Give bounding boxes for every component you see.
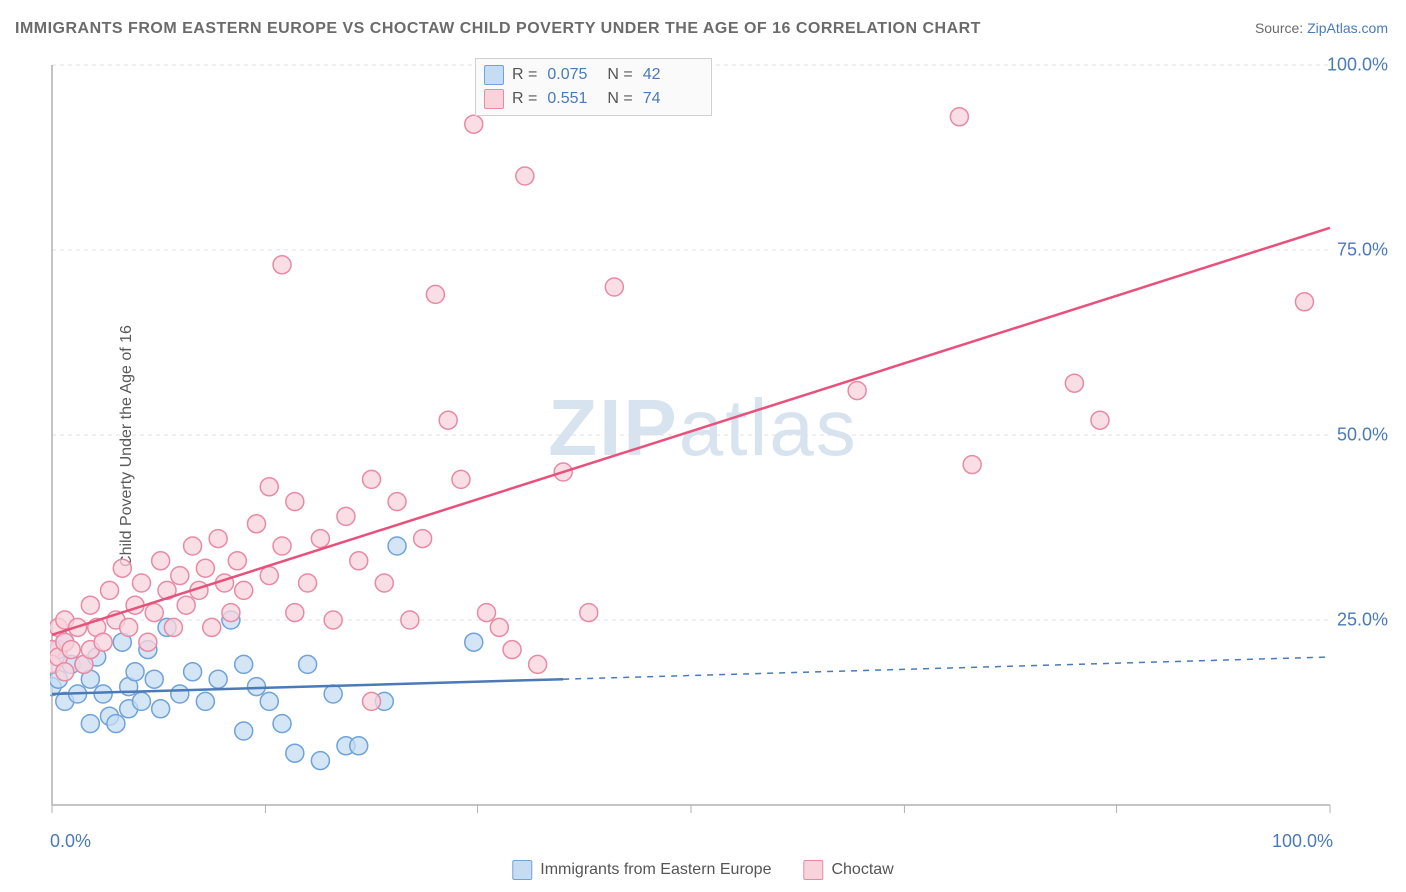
chart-container: IMMIGRANTS FROM EASTERN EUROPE VS CHOCTA… — [0, 0, 1406, 892]
legend-item-1: Choctaw — [803, 860, 893, 880]
swatch-series-0 — [484, 65, 504, 85]
scatter-chart — [50, 55, 1390, 825]
n-label: N = — [607, 63, 632, 87]
source-link[interactable]: ZipAtlas.com — [1307, 20, 1388, 36]
source-prefix: Source: — [1255, 20, 1307, 36]
legend-label-1: Choctaw — [831, 861, 893, 879]
y-tick-label: 75.0% — [1337, 240, 1388, 261]
n-value-0: 42 — [643, 63, 695, 87]
legend-label-0: Immigrants from Eastern Europe — [540, 861, 771, 879]
y-tick-label: 25.0% — [1337, 610, 1388, 631]
x-tick-label: 0.0% — [50, 831, 91, 852]
swatch-series-1 — [803, 860, 823, 880]
legend-series-box: Immigrants from Eastern Europe Choctaw — [512, 860, 893, 880]
swatch-series-1 — [484, 89, 504, 109]
legend-row-series-0: R = 0.075 N = 42 — [484, 63, 695, 87]
swatch-series-0 — [512, 860, 532, 880]
legend-item-0: Immigrants from Eastern Europe — [512, 860, 771, 880]
chart-title: IMMIGRANTS FROM EASTERN EUROPE VS CHOCTA… — [15, 20, 981, 38]
y-tick-label: 50.0% — [1337, 425, 1388, 446]
legend-row-series-1: R = 0.551 N = 74 — [484, 87, 695, 111]
r-value-0: 0.075 — [547, 63, 599, 87]
n-value-1: 74 — [643, 87, 695, 111]
y-tick-label: 100.0% — [1327, 55, 1388, 76]
n-label: N = — [607, 87, 632, 111]
r-label: R = — [512, 63, 537, 87]
x-tick-label: 100.0% — [1272, 831, 1333, 852]
legend-correlation-box: R = 0.075 N = 42 R = 0.551 N = 74 — [475, 58, 712, 116]
source-attribution: Source: ZipAtlas.com — [1255, 20, 1388, 36]
r-label: R = — [512, 87, 537, 111]
r-value-1: 0.551 — [547, 87, 599, 111]
